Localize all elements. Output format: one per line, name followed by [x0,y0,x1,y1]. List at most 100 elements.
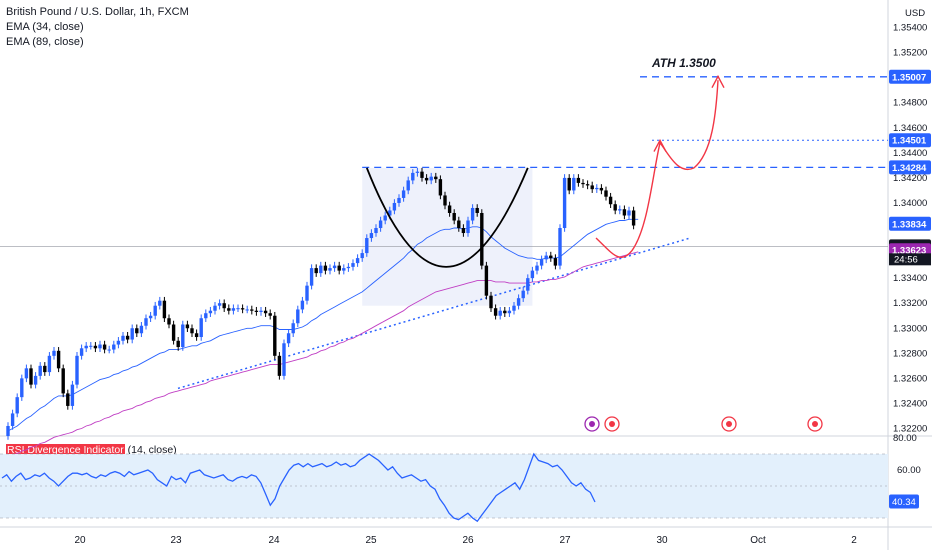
candle [79,344,84,360]
candle [461,224,466,237]
candle [208,306,213,317]
candle [378,216,383,232]
candle [240,304,245,314]
candle-body [231,308,236,311]
candle [291,319,295,338]
candle-body [286,333,291,344]
event-flag-dot [812,421,818,427]
currency-label: USD [905,8,925,19]
candle-body [622,209,627,216]
candle [171,320,176,345]
y-tick-label: 1.32400 [893,398,927,409]
candle [553,254,558,270]
rsi-legend: RSI Divergence Indicator (14, close) [6,444,177,456]
candle-body [323,265,328,271]
candle [314,264,318,277]
y-tick-label: 1.35200 [893,48,927,59]
event-flag-dot [726,421,732,427]
candle [263,306,268,317]
candle-body [484,265,489,296]
candle [305,281,309,305]
candle [585,180,590,190]
candle-body [84,345,88,349]
candle-body [452,212,456,221]
candle-body [314,268,318,274]
x-tick-label: 2 [851,535,857,546]
candle [590,181,594,193]
candle-body [374,228,378,234]
price-label-text: 1.33834 [892,219,927,230]
price-label: 1.33834 [889,216,931,231]
candle [401,186,406,202]
rsi-line [1,452,596,523]
candle [342,264,346,275]
countdown-box [889,253,931,266]
candle-body [392,202,397,211]
candle [116,337,121,349]
candle-body [576,177,581,183]
candle [475,204,479,217]
candle-body [342,268,346,271]
candle [24,364,29,383]
candle [332,261,337,272]
candle [521,286,525,302]
y-tick-label: 1.34200 [893,173,927,184]
candle-body [383,215,387,221]
candle-body [273,315,277,356]
candle-body [328,268,332,271]
candle-body [176,340,180,348]
candle [567,174,571,195]
support-trendline [177,237,691,390]
candle [52,347,56,360]
candle [466,216,470,237]
event-flag-dot [589,421,595,427]
candle [204,309,208,322]
candle-body [112,344,116,350]
candle-body [254,310,259,312]
candle-body [277,355,282,376]
candle [608,192,613,208]
candle [250,305,254,315]
projection-arrow-2 [711,74,725,89]
projection-arrow-1 [653,138,667,152]
candle-body [282,343,286,376]
candle-body [438,179,443,196]
candle-body [530,270,535,279]
candle [190,324,194,338]
candle [102,340,107,354]
candle-body [61,368,65,394]
candle-body [535,265,539,271]
candle-body [355,258,360,264]
candle-body [259,310,263,312]
candle [581,179,585,188]
candle-body [447,205,452,213]
candle [125,332,130,344]
candle-body [360,253,364,259]
candle-body [43,365,47,373]
candle [162,296,167,322]
price-label: 1.35007 [889,69,931,84]
candle-body [47,355,52,373]
candle-body [305,285,309,301]
candle [286,329,291,348]
candle [392,199,397,215]
candle [618,205,622,215]
candle [383,211,387,225]
candle [489,291,493,312]
x-tick-label: 30 [656,535,668,546]
y-tick-label: 1.34000 [893,198,927,209]
candle [93,342,98,353]
candle-body [56,350,61,369]
candle [33,372,38,389]
candle [562,174,567,232]
candle-body [38,365,42,376]
candle-body [406,180,410,191]
candle [181,320,185,351]
candle [158,296,162,310]
candle-body [52,350,56,356]
candle-body [236,308,240,310]
candle [300,296,305,314]
candle-body [397,197,401,203]
candle [121,332,125,345]
